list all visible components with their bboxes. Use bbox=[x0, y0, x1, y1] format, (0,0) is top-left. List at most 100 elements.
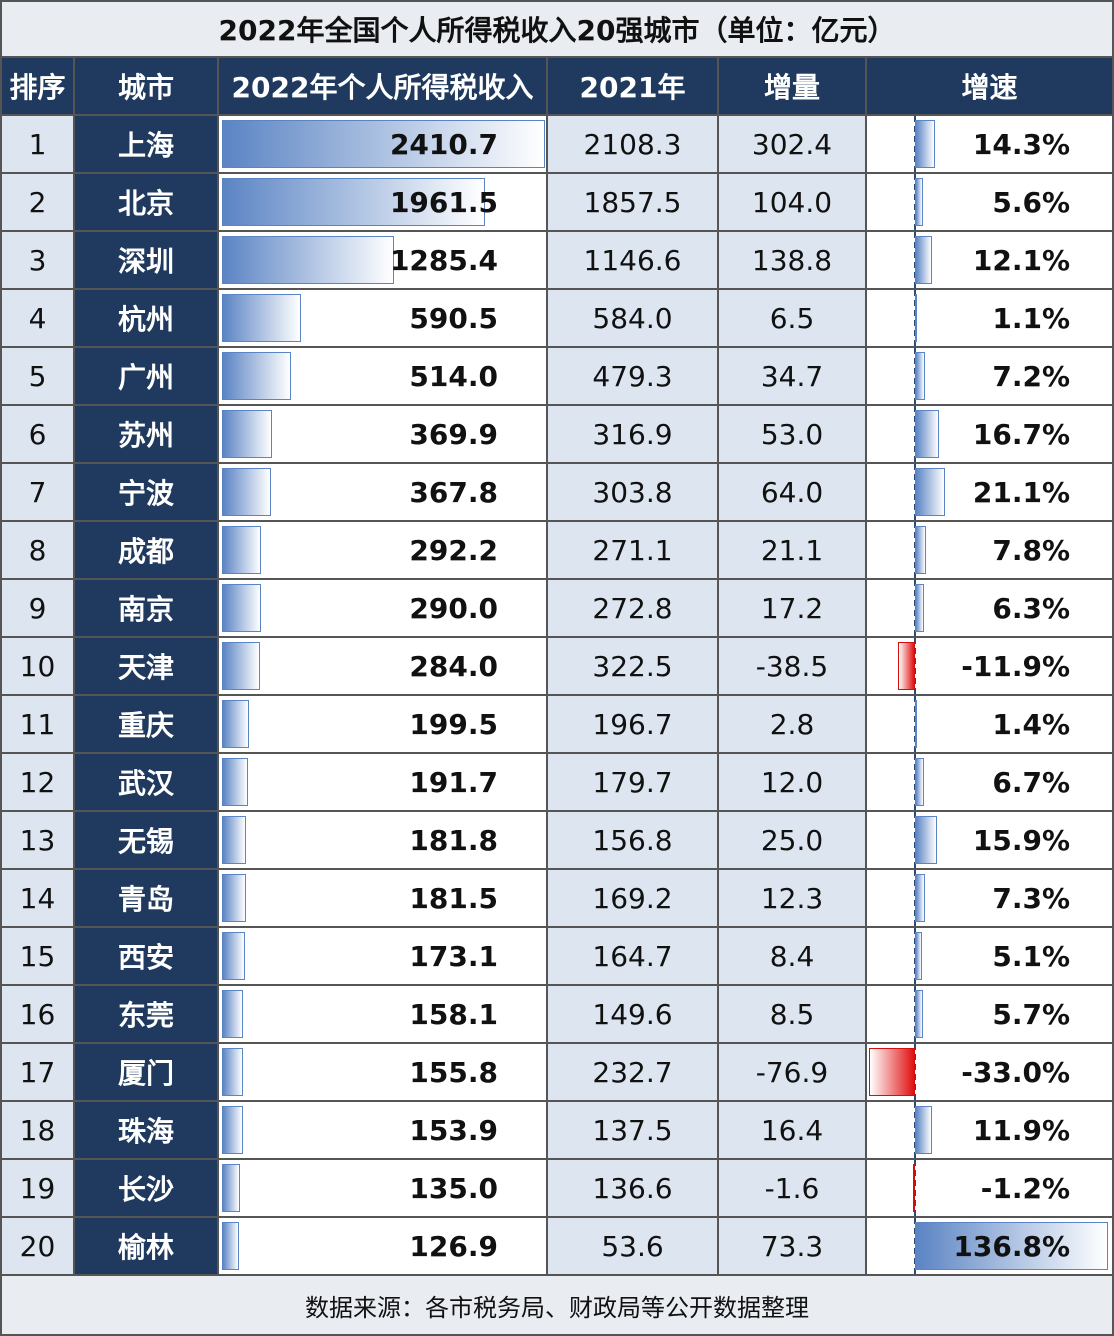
value: -11.9% bbox=[961, 649, 1070, 683]
table-cell: 12.0 bbox=[719, 754, 867, 812]
table-cell: 北京 bbox=[75, 174, 219, 232]
table-cell: 2410.7 bbox=[219, 116, 548, 174]
table-cell: 长沙 bbox=[75, 1160, 219, 1218]
table-cell: 514.0 bbox=[219, 348, 548, 406]
table-cell: 590.5 bbox=[219, 290, 548, 348]
growth-bar bbox=[915, 294, 917, 342]
data-bar bbox=[222, 816, 247, 864]
table-cell: 284.0 bbox=[219, 638, 548, 696]
table-cell: 无锡 bbox=[75, 812, 219, 870]
growth-bar bbox=[915, 236, 933, 284]
table-cell: 104.0 bbox=[719, 174, 867, 232]
table-cell: 2108.3 bbox=[548, 116, 719, 174]
table-cell: 137.5 bbox=[548, 1102, 719, 1160]
data-bar bbox=[222, 1164, 241, 1212]
table-cell: 316.9 bbox=[548, 406, 719, 464]
value: 2410.7 bbox=[389, 127, 498, 161]
data-bar bbox=[222, 1048, 243, 1096]
table-cell: 136.6 bbox=[548, 1160, 719, 1218]
table-cell: 苏州 bbox=[75, 406, 219, 464]
value: 6.7% bbox=[992, 765, 1070, 799]
table-cell: 149.6 bbox=[548, 986, 719, 1044]
table-cell: 13 bbox=[0, 812, 75, 870]
title: 2022年全国个人所得税收入20强城市（单位：亿元） bbox=[0, 0, 1114, 58]
table-cell: 17.2 bbox=[719, 580, 867, 638]
table-cell: 16.4 bbox=[719, 1102, 867, 1160]
value: 11.9% bbox=[972, 1113, 1070, 1147]
table-cell: 138.8 bbox=[719, 232, 867, 290]
data-bar bbox=[222, 410, 272, 458]
growth-bar bbox=[915, 468, 945, 516]
value: 12.1% bbox=[972, 243, 1070, 277]
value: 5.6% bbox=[992, 185, 1070, 219]
growth-bar bbox=[915, 526, 926, 574]
table-cell: 15 bbox=[0, 928, 75, 986]
growth-bar bbox=[915, 410, 939, 458]
table-cell: 5.6% bbox=[867, 174, 1114, 232]
data-bar bbox=[222, 294, 302, 342]
value: 15.9% bbox=[972, 823, 1070, 857]
data-bar bbox=[222, 990, 244, 1038]
growth-bar bbox=[898, 642, 915, 690]
axis-line bbox=[914, 1044, 916, 1100]
table-cell: 479.3 bbox=[548, 348, 719, 406]
value: 1961.5 bbox=[389, 185, 498, 219]
data-bar bbox=[222, 932, 246, 980]
table-cell: -76.9 bbox=[719, 1044, 867, 1102]
table-cell: -1.6 bbox=[719, 1160, 867, 1218]
footer: 数据来源：各市税务局、财政局等公开数据整理 bbox=[0, 1276, 1114, 1336]
table-cell: 290.0 bbox=[219, 580, 548, 638]
table-cell: 21.1% bbox=[867, 464, 1114, 522]
data-bar bbox=[222, 352, 291, 400]
data-bar bbox=[222, 1106, 243, 1154]
data-bar bbox=[222, 758, 248, 806]
table-cell: 16 bbox=[0, 986, 75, 1044]
value: 290.0 bbox=[409, 591, 498, 625]
table-cell: 11.9% bbox=[867, 1102, 1114, 1160]
growth-bar bbox=[915, 584, 924, 632]
header-cell: 增速 bbox=[867, 58, 1114, 116]
value: 199.5 bbox=[409, 707, 498, 741]
value: 158.1 bbox=[409, 997, 498, 1031]
table-cell: 34.7 bbox=[719, 348, 867, 406]
value: 136.8% bbox=[953, 1229, 1070, 1263]
header-cell: 2021年 bbox=[548, 58, 719, 116]
table-cell: 天津 bbox=[75, 638, 219, 696]
table-cell: 17 bbox=[0, 1044, 75, 1102]
value: 6.3% bbox=[992, 591, 1070, 625]
value: 514.0 bbox=[409, 359, 498, 393]
table-cell: 12.3 bbox=[719, 870, 867, 928]
table-cell: 11 bbox=[0, 696, 75, 754]
table-cell: 18 bbox=[0, 1102, 75, 1160]
value: 173.1 bbox=[409, 939, 498, 973]
value: 5.7% bbox=[992, 997, 1070, 1031]
table-cell: 7.3% bbox=[867, 870, 1114, 928]
table-cell: 1 bbox=[0, 116, 75, 174]
table-cell: 1146.6 bbox=[548, 232, 719, 290]
growth-bar bbox=[915, 700, 917, 748]
table-cell: 73.3 bbox=[719, 1218, 867, 1276]
table-cell: 196.7 bbox=[548, 696, 719, 754]
data-bar bbox=[222, 874, 247, 922]
value: 5.1% bbox=[992, 939, 1070, 973]
table-cell: 169.2 bbox=[548, 870, 719, 928]
header-cell: 2022年个人所得税收入 bbox=[219, 58, 548, 116]
table-cell: 上海 bbox=[75, 116, 219, 174]
table-cell: 272.8 bbox=[548, 580, 719, 638]
table-cell: 155.8 bbox=[219, 1044, 548, 1102]
data-bar bbox=[222, 700, 249, 748]
growth-bar bbox=[915, 120, 936, 168]
table-cell: 20 bbox=[0, 1218, 75, 1276]
table-cell: 14 bbox=[0, 870, 75, 928]
table-cell: 302.4 bbox=[719, 116, 867, 174]
table-cell: 5 bbox=[0, 348, 75, 406]
growth-bar bbox=[915, 874, 926, 922]
growth-bar bbox=[915, 352, 926, 400]
table-cell: 武汉 bbox=[75, 754, 219, 812]
table-cell: 12.1% bbox=[867, 232, 1114, 290]
table-cell: -1.2% bbox=[867, 1160, 1114, 1218]
data-bar bbox=[222, 178, 485, 226]
table-cell: 6 bbox=[0, 406, 75, 464]
table-cell: 宁波 bbox=[75, 464, 219, 522]
value: 292.2 bbox=[409, 533, 498, 567]
